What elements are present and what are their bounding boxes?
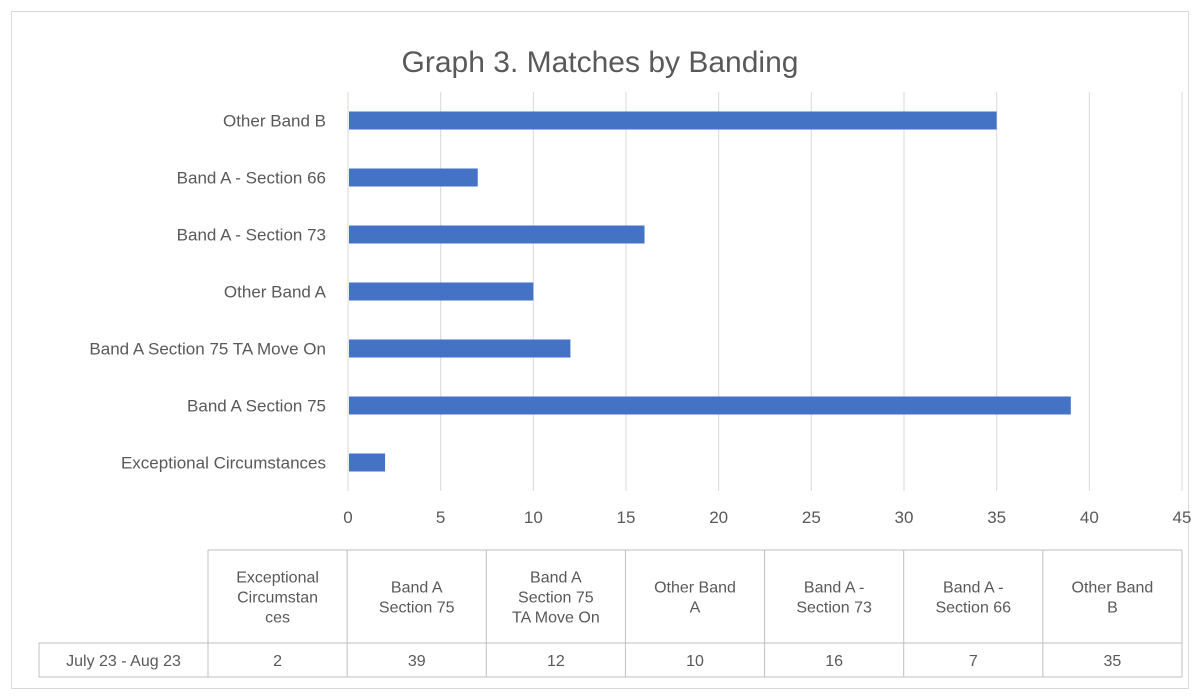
- table-header-cell: Section 75: [379, 600, 455, 617]
- table-value-cell: 2: [273, 653, 282, 670]
- table-header-cell: Section 66: [935, 600, 1011, 617]
- x-tick-label: 30: [895, 508, 914, 527]
- x-tick-label: 0: [343, 508, 352, 527]
- grid-lines: [347, 92, 1183, 491]
- category-label: Band A Section 75: [187, 397, 326, 416]
- bar: [349, 111, 997, 130]
- table-header-cell: B: [1107, 600, 1118, 617]
- bar: [349, 168, 478, 187]
- table-header-cell: Band A -: [943, 580, 1004, 597]
- table-value-cell: 10: [686, 653, 704, 670]
- table-header-cell: Exceptional: [236, 570, 319, 587]
- x-tick-label: 35: [987, 508, 1006, 527]
- category-label: Other Band A: [224, 283, 327, 302]
- table-header-cell: Band A: [530, 570, 582, 587]
- bar: [349, 282, 534, 301]
- table-header-cell: Section 75: [518, 590, 594, 607]
- table-header-cell: Band A -: [804, 580, 865, 597]
- bar: [349, 396, 1071, 415]
- x-tick-label: 15: [617, 508, 636, 527]
- x-axis-tick-labels: 0 5 10 15 20 25 30 35 40 45: [343, 508, 1191, 527]
- table-value-cell: 39: [408, 653, 426, 670]
- category-label: Band A Section 75 TA Move On: [89, 340, 326, 359]
- table-header-cell: ces: [265, 610, 290, 627]
- chart-title: Graph 3. Matches by Banding: [402, 46, 799, 79]
- x-tick-label: 45: [1173, 508, 1192, 527]
- table-value-cell: 35: [1104, 653, 1122, 670]
- bars: [349, 111, 1071, 472]
- bar: [349, 225, 645, 244]
- table-header-cell: A: [690, 600, 701, 617]
- table-header-cell: Other Band: [1072, 580, 1154, 597]
- data-table: Exceptional Circumstan ces Band A Section 75…: [38, 549, 1183, 678]
- table-value-cell: 12: [547, 653, 565, 670]
- x-tick-label: 10: [524, 508, 543, 527]
- category-labels: Exceptional Circumstances Band A Section …: [89, 112, 326, 473]
- x-tick-label: 40: [1080, 508, 1099, 527]
- category-label: Other Band B: [223, 112, 326, 131]
- x-tick-label: 25: [802, 508, 821, 527]
- table-value-cell: 16: [825, 653, 843, 670]
- table-row-label: July 23 - Aug 23: [66, 653, 181, 670]
- table-header-cell: Circumstan: [237, 590, 318, 607]
- bar: [349, 339, 571, 358]
- x-tick-label: 20: [709, 508, 728, 527]
- bar: [349, 453, 386, 472]
- x-tick-label: 5: [436, 508, 445, 527]
- category-label: Band A - Section 66: [177, 169, 326, 188]
- table-value-cell: 7: [969, 653, 978, 670]
- table-header-cell: Band A: [391, 580, 443, 597]
- table-header-cell: Other Band: [654, 580, 736, 597]
- category-label: Band A - Section 73: [177, 226, 326, 245]
- category-label: Exceptional Circumstances: [121, 454, 326, 473]
- table-header-cell: TA Move On: [512, 610, 600, 627]
- table-header-cell: Section 73: [796, 600, 872, 617]
